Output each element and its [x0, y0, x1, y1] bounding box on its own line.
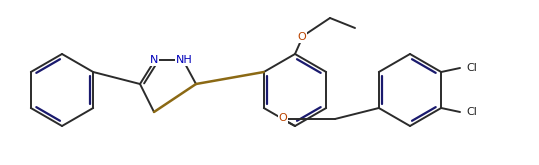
- Text: Cl: Cl: [467, 107, 478, 117]
- Text: Cl: Cl: [467, 63, 478, 73]
- Text: O: O: [298, 32, 306, 42]
- Text: NH: NH: [176, 55, 192, 65]
- Text: O: O: [279, 113, 287, 123]
- Text: N: N: [150, 55, 158, 65]
